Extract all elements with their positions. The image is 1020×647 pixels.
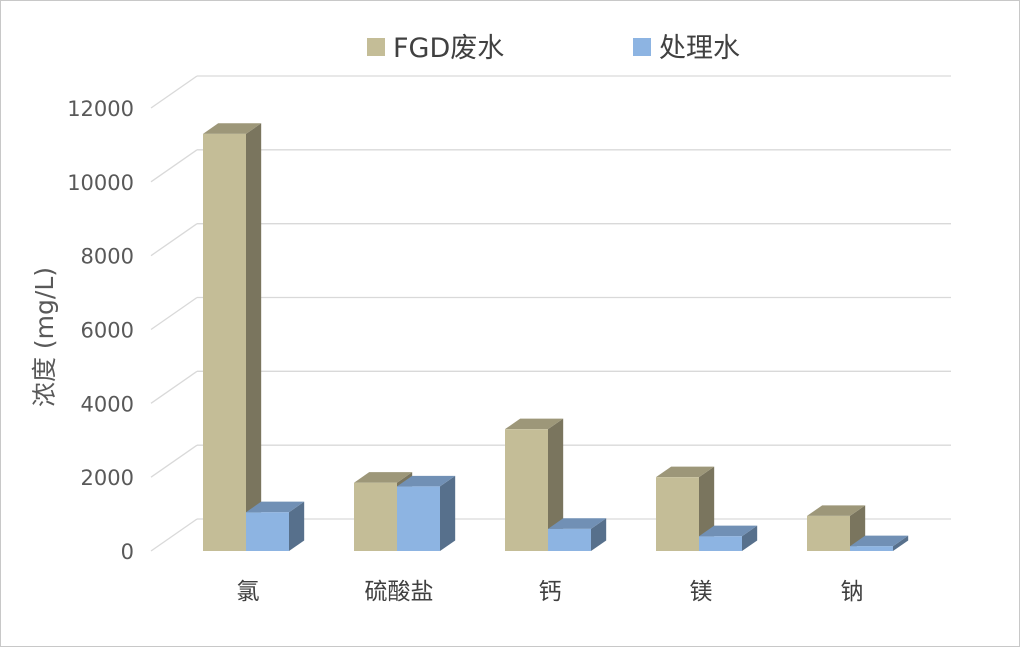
bar [548, 518, 607, 551]
gridlines [150, 75, 951, 552]
legend-swatch [367, 38, 385, 56]
bar-top [354, 472, 413, 483]
bar-side [548, 418, 564, 551]
bar [397, 475, 456, 551]
y-tick-label: 4000 [81, 392, 134, 416]
bar-top [397, 475, 456, 487]
bar-side [742, 525, 758, 551]
y-tick-label: 2000 [81, 466, 134, 490]
bar-top [699, 525, 758, 537]
legend-label: 处理水 [659, 33, 740, 64]
bar [656, 466, 715, 551]
gridline-depth [150, 370, 198, 404]
bar-top [505, 418, 564, 430]
x-tick-label: 氯 [237, 579, 260, 605]
bar-front [246, 512, 289, 551]
bar-top [203, 123, 262, 134]
bar-top [656, 466, 715, 478]
y-tick-label: 6000 [81, 319, 134, 343]
bar [850, 535, 909, 551]
bar-front [354, 482, 397, 551]
bar [505, 418, 564, 551]
x-tick-label: 钠 [841, 579, 864, 605]
bar-front [203, 133, 246, 551]
legend-swatch [633, 38, 651, 56]
gridline-depth [150, 518, 198, 552]
x-tick-label: 镁 [690, 579, 713, 605]
y-tick-label: 10000 [67, 171, 134, 195]
bar-front [850, 546, 893, 551]
bars [203, 123, 909, 551]
bar-front [397, 486, 440, 551]
y-tick-label: 0 [121, 540, 134, 564]
bar-side [289, 501, 305, 551]
y-tick-label: 8000 [81, 245, 134, 269]
bar-side [591, 518, 607, 551]
bar [246, 501, 305, 551]
gridline-depth [150, 444, 198, 478]
gridline-depth [150, 296, 198, 331]
x-tick-label: 硫酸盐 [365, 579, 434, 605]
bar [699, 525, 758, 551]
x-axis: 氯 硫酸盐 钙 镁 钠 [237, 579, 864, 605]
y-axis-label: 浓度 (mg/L) [30, 267, 59, 407]
bar-side [440, 475, 456, 551]
bar-front [656, 477, 699, 551]
bar [807, 505, 866, 551]
bar [203, 123, 262, 551]
bar-front [548, 528, 591, 551]
bar-top [850, 535, 909, 547]
legend-label: FGD废水 [393, 33, 504, 64]
gridline-depth [150, 149, 198, 183]
bar-front [505, 429, 548, 551]
y-axis: 0 2000 4000 6000 8000 10000 12000 [67, 97, 134, 564]
gridline-depth [150, 75, 198, 109]
gridline-depth [150, 223, 198, 257]
bar-top [807, 505, 866, 516]
bar-side [893, 535, 909, 551]
bar-top [246, 501, 305, 513]
bar-front [807, 515, 850, 551]
legend-item: 处理水 [633, 33, 740, 64]
legend: FGD废水 处理水 [367, 33, 740, 64]
bar-side [246, 123, 262, 551]
legend-item: FGD废水 [367, 33, 504, 64]
x-tick-label: 钙 [539, 579, 562, 605]
bar-top [548, 518, 607, 529]
bar-front [699, 536, 742, 551]
y-tick-label: 12000 [67, 97, 134, 121]
